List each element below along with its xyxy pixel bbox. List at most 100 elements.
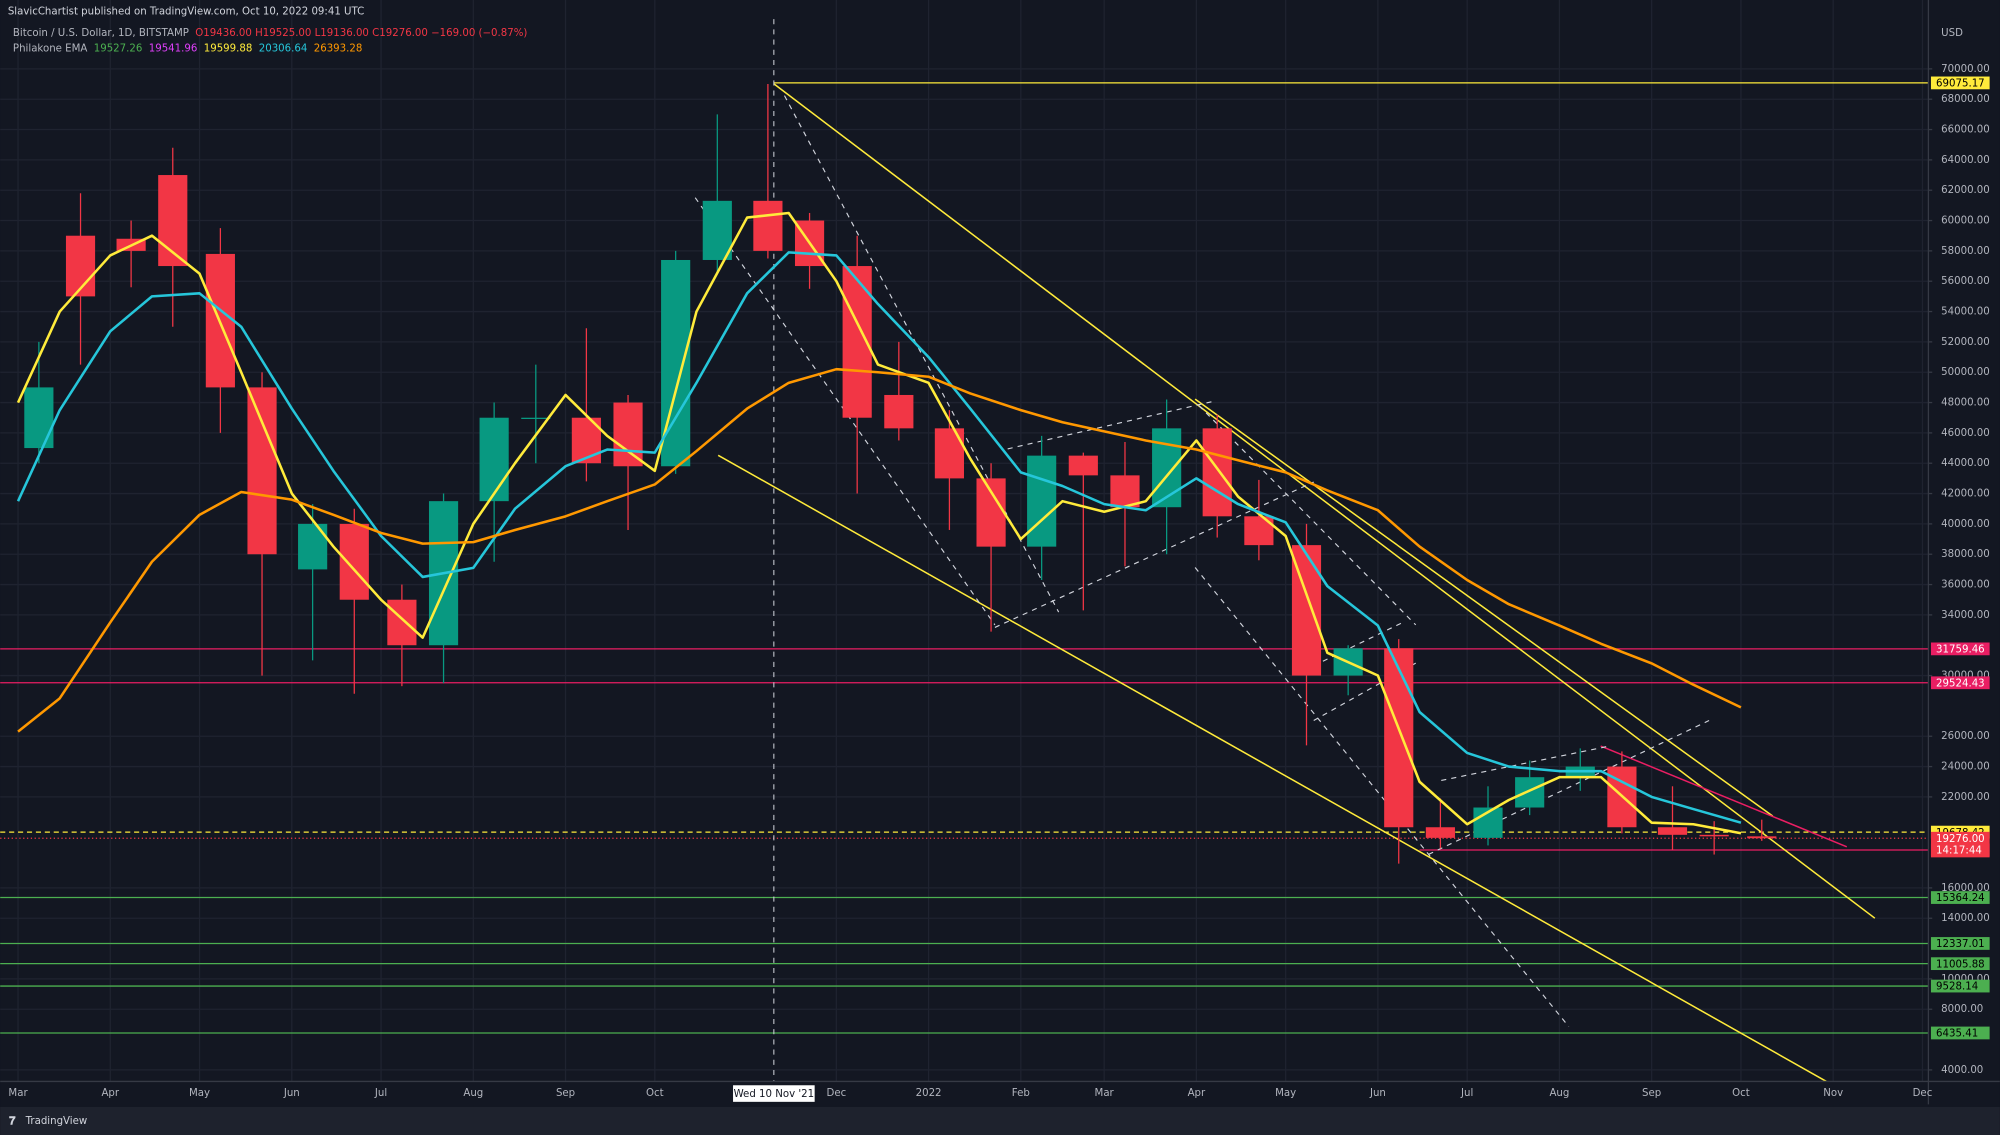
x-tick-label: Aug <box>463 1088 483 1099</box>
candle-body <box>1425 827 1455 838</box>
candle-body <box>1152 428 1182 508</box>
trend-line <box>717 454 1827 1083</box>
y-tick-label: 46000.00 <box>1941 428 1990 439</box>
x-tick-label: Apr <box>101 1088 119 1099</box>
header: SlavicChartist published on TradingView.… <box>8 6 528 54</box>
x-tick-label: Jun <box>283 1088 300 1099</box>
ema-lines <box>16 211 1742 835</box>
x-tick-label: May <box>1275 1088 1296 1099</box>
last-price-bg <box>1930 831 1990 858</box>
y-tick-label: 56000.00 <box>1941 276 1990 287</box>
indicator-value: 19599.88 <box>204 43 253 54</box>
y-tick-label: 60000.00 <box>1941 216 1990 227</box>
candle-body <box>24 387 54 449</box>
level-label: 12337.01 <box>1936 939 1985 950</box>
footer-brand: TradingView <box>25 1116 88 1127</box>
candle-body <box>934 428 964 479</box>
y-tick-label: 16000.00 <box>1941 883 1990 894</box>
x-tick-label: Nov <box>1823 1088 1843 1099</box>
x-tick-label: 2022 <box>916 1088 942 1099</box>
candle-body <box>1027 455 1057 547</box>
candle-body <box>339 523 369 600</box>
footer-bg <box>0 1106 2000 1135</box>
currency: USD <box>1941 28 1963 39</box>
x-tick-label: Mar <box>8 1088 28 1099</box>
candle-body <box>976 478 1006 547</box>
y-tick-label: 50000.00 <box>1941 367 1990 378</box>
candle-body <box>479 417 509 502</box>
trend-line <box>773 83 1876 919</box>
x-tick-label: Sep <box>556 1088 575 1099</box>
x-tick-label: Feb <box>1012 1088 1030 1099</box>
countdown: 14:17:44 <box>1936 845 1982 856</box>
level-label-bg <box>1930 76 1990 90</box>
y-tick-label: 24000.00 <box>1941 762 1990 773</box>
symbol: Bitcoin / U.S. Dollar, 1D, BITSTAMP <box>13 28 189 39</box>
level-label-bg <box>1930 979 1990 993</box>
candle-body <box>613 402 643 467</box>
x-tick-label: Dec <box>826 1088 846 1099</box>
y-tick-label: 54000.00 <box>1941 307 1990 318</box>
x-tick-label: Jun <box>1369 1088 1386 1099</box>
dashed-line <box>1194 567 1570 1027</box>
candle-body <box>1202 428 1232 517</box>
y-tick-label: 68000.00 <box>1941 94 1990 105</box>
indicator-line: Philakone EMA 19527.26 19541.96 19599.88 203… <box>13 43 362 54</box>
ohlc: O19436.00 H19525.00 L19136.00 C19276.00 … <box>195 28 527 39</box>
x-tick-label: Apr <box>1188 1088 1206 1099</box>
candle-body <box>298 523 328 570</box>
dashed-line <box>1313 621 1404 667</box>
indicator-value: 26393.28 <box>314 43 363 54</box>
candle-body <box>1747 836 1777 839</box>
x-tick-label: Oct <box>1732 1088 1750 1099</box>
dashed-line <box>1198 405 1417 626</box>
crosshair-label: Wed 10 Nov '21 <box>734 1089 815 1100</box>
level-label-bg <box>1930 642 1990 656</box>
x-tick-label: Aug <box>1549 1088 1569 1099</box>
x-tick-label: Jul <box>1460 1088 1473 1099</box>
trend-line <box>1194 398 1774 817</box>
candle-body <box>1515 777 1545 808</box>
level-label-bg <box>1930 676 1990 690</box>
y-tick-label: 62000.00 <box>1941 185 1990 196</box>
y-tick-label: 30000.00 <box>1941 671 1990 682</box>
ema-line <box>16 211 1742 835</box>
level-label: 69075.17 <box>1936 79 1985 90</box>
grid-layer <box>0 0 1929 1082</box>
y-tick-label: 38000.00 <box>1941 549 1990 560</box>
candle-body <box>1657 827 1688 835</box>
y-tick-label: 8000.00 <box>1941 1004 1983 1015</box>
indicator-value: 20306.64 <box>259 43 308 54</box>
y-tick-label: 4000.00 <box>1941 1065 1983 1076</box>
y-tick-label: 48000.00 <box>1941 398 1990 409</box>
last-price-label: 19276.00 <box>1936 834 1985 845</box>
indicator-value: 19541.96 <box>149 43 198 54</box>
level-label: 29524.43 <box>1936 678 1985 689</box>
candle-body <box>1699 834 1729 837</box>
y-tick-label: 22000.00 <box>1941 792 1990 803</box>
candle-body <box>65 235 96 297</box>
footer: 𝟕 TradingView <box>0 1106 2000 1135</box>
y-tick-label: 52000.00 <box>1941 337 1990 348</box>
y-tick-label: 40000.00 <box>1941 519 1990 530</box>
level-label: 9528.14 <box>1936 982 1978 993</box>
x-tick-label: Mar <box>1095 1088 1115 1099</box>
y-tick-label: 64000.00 <box>1941 155 1990 166</box>
levels-layer <box>0 82 1929 1034</box>
y-tick-label: 58000.00 <box>1941 246 1990 257</box>
level-label-bg <box>1930 937 1990 950</box>
ema-line <box>17 367 1742 733</box>
y-tick-label: 66000.00 <box>1941 125 1990 136</box>
x-tick-label: Dec <box>1913 1088 1933 1099</box>
footer-logo: 𝟕 <box>9 1113 16 1127</box>
candle-body <box>521 417 551 419</box>
x-tick-label: Sep <box>1642 1088 1661 1099</box>
dashed-line <box>994 481 1314 628</box>
candle-body <box>884 394 914 429</box>
y-tick-label: 42000.00 <box>1941 489 1990 500</box>
ema-line <box>16 251 1742 824</box>
y-tick-label: 34000.00 <box>1941 610 1990 621</box>
y-tick-label: 14000.00 <box>1941 913 1990 924</box>
